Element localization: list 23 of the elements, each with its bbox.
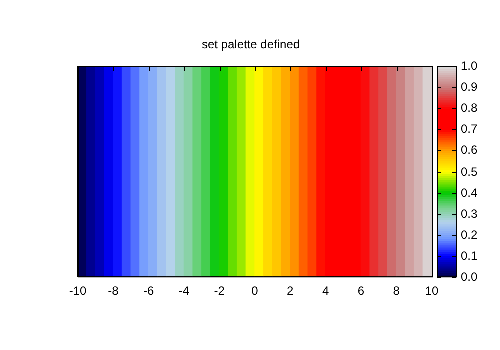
color-bar-label: 0.8 xyxy=(461,100,478,115)
x-tick-label: 4 xyxy=(322,284,330,298)
x-tick-label: -10 xyxy=(69,284,87,298)
x-tick-label: 2 xyxy=(287,284,294,298)
color-bar-label: 0.3 xyxy=(461,206,478,221)
x-tick-label: 8 xyxy=(393,284,400,298)
x-tick-label: -2 xyxy=(214,284,226,298)
color-bar-label: 0.5 xyxy=(461,164,478,179)
color-bar-label: 0.7 xyxy=(461,122,478,136)
color-bar-label: 0.4 xyxy=(461,186,478,200)
chart-title: set palette defined xyxy=(202,38,300,52)
x-tick-label: 0 xyxy=(252,284,259,298)
x-tick-label: -6 xyxy=(143,284,154,298)
x-tick-label: 10 xyxy=(425,284,439,298)
color-bar-label: 0.6 xyxy=(461,142,478,157)
color-bar-label: 0.1 xyxy=(461,248,478,263)
x-tick-label: -8 xyxy=(108,284,120,298)
x-tick-label: 6 xyxy=(358,284,365,298)
color-bar-label: 0.0 xyxy=(461,270,478,284)
x-tick-label: -4 xyxy=(178,284,190,298)
color-bar-label: 0.9 xyxy=(461,80,478,94)
color-bar-label: 1.0 xyxy=(461,58,478,73)
color-bar-label: 0.2 xyxy=(461,228,478,242)
